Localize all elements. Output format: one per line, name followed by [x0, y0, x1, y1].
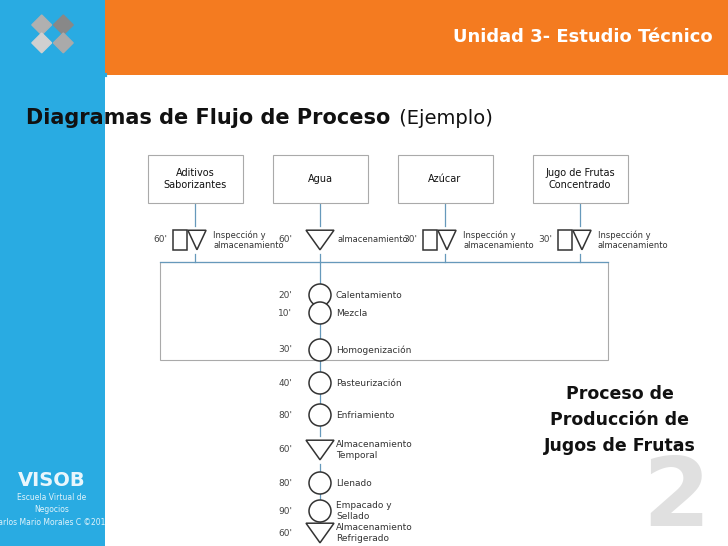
Text: Inspección y
almacenamiento: Inspección y almacenamiento [598, 230, 668, 250]
Circle shape [309, 284, 331, 306]
Text: Homogenización: Homogenización [336, 345, 411, 355]
Text: Pasteurización: Pasteurización [336, 378, 402, 388]
Polygon shape [32, 15, 52, 35]
Polygon shape [573, 230, 591, 250]
Text: Enfriamiento: Enfriamiento [336, 411, 395, 419]
Circle shape [309, 339, 331, 361]
Bar [397, 155, 493, 203]
Bar [160, 262, 608, 360]
Bar [272, 155, 368, 203]
Text: Unidad 3- Estudio Técnico: Unidad 3- Estudio Técnico [454, 28, 713, 46]
Polygon shape [188, 230, 206, 250]
Text: 30': 30' [278, 346, 292, 354]
Text: 20': 20' [278, 290, 292, 300]
Text: 10': 10' [278, 308, 292, 318]
Text: almacenamiento: almacenamiento [338, 235, 408, 245]
Circle shape [309, 404, 331, 426]
Text: 80': 80' [278, 478, 292, 488]
Text: 60': 60' [278, 235, 292, 245]
Text: 90': 90' [278, 507, 292, 515]
Text: Aditivos
Saborizantes: Aditivos Saborizantes [163, 168, 226, 190]
Text: 30': 30' [538, 235, 552, 245]
Text: Azúcar: Azúcar [428, 174, 462, 184]
Text: 60': 60' [153, 235, 167, 245]
Text: Inspección y
almacenamiento: Inspección y almacenamiento [213, 230, 284, 250]
Text: Jugo de Frutas
Concentrado: Jugo de Frutas Concentrado [545, 168, 615, 190]
Text: Diagramas de Flujo de Proceso: Diagramas de Flujo de Proceso [25, 108, 390, 128]
Text: 80': 80' [278, 411, 292, 419]
Text: 30': 30' [403, 235, 417, 245]
Text: 60': 60' [278, 446, 292, 454]
Circle shape [309, 472, 331, 494]
Polygon shape [306, 523, 334, 543]
Text: Mezcla: Mezcla [336, 308, 367, 318]
Text: Agua: Agua [307, 174, 333, 184]
Text: Almacenamiento
Refrigerado: Almacenamiento Refrigerado [336, 523, 413, 543]
Text: 40': 40' [278, 378, 292, 388]
Text: (Ejemplo): (Ejemplo) [393, 109, 493, 128]
Text: Inspección y
almacenamiento: Inspección y almacenamiento [463, 230, 534, 250]
Bar [148, 155, 242, 203]
Text: 60': 60' [278, 529, 292, 537]
Polygon shape [306, 230, 334, 250]
Bar [0, 0, 105, 546]
Text: Escuela Virtual de
Negocios
Carlos Mario Morales C ©2011: Escuela Virtual de Negocios Carlos Mario… [0, 493, 111, 527]
Circle shape [309, 500, 331, 522]
Bar [173, 230, 187, 250]
Bar [423, 230, 438, 250]
Text: VISOB: VISOB [18, 471, 86, 490]
Text: Almacenamiento
Temporal: Almacenamiento Temporal [336, 440, 413, 460]
Polygon shape [53, 33, 74, 53]
Polygon shape [306, 440, 334, 460]
Bar [105, 0, 728, 75]
Circle shape [309, 302, 331, 324]
Bar [532, 155, 628, 203]
Text: Proceso de
Producción de
Jugos de Frutas: Proceso de Producción de Jugos de Frutas [544, 384, 696, 455]
Text: Llenado: Llenado [336, 478, 372, 488]
Polygon shape [438, 230, 456, 250]
Polygon shape [32, 33, 52, 53]
Polygon shape [53, 15, 74, 35]
Text: 2: 2 [642, 454, 710, 546]
Circle shape [309, 372, 331, 394]
Text: Empacado y
Sellado: Empacado y Sellado [336, 501, 392, 521]
Text: Calentamiento: Calentamiento [336, 290, 403, 300]
Bar [558, 230, 572, 250]
